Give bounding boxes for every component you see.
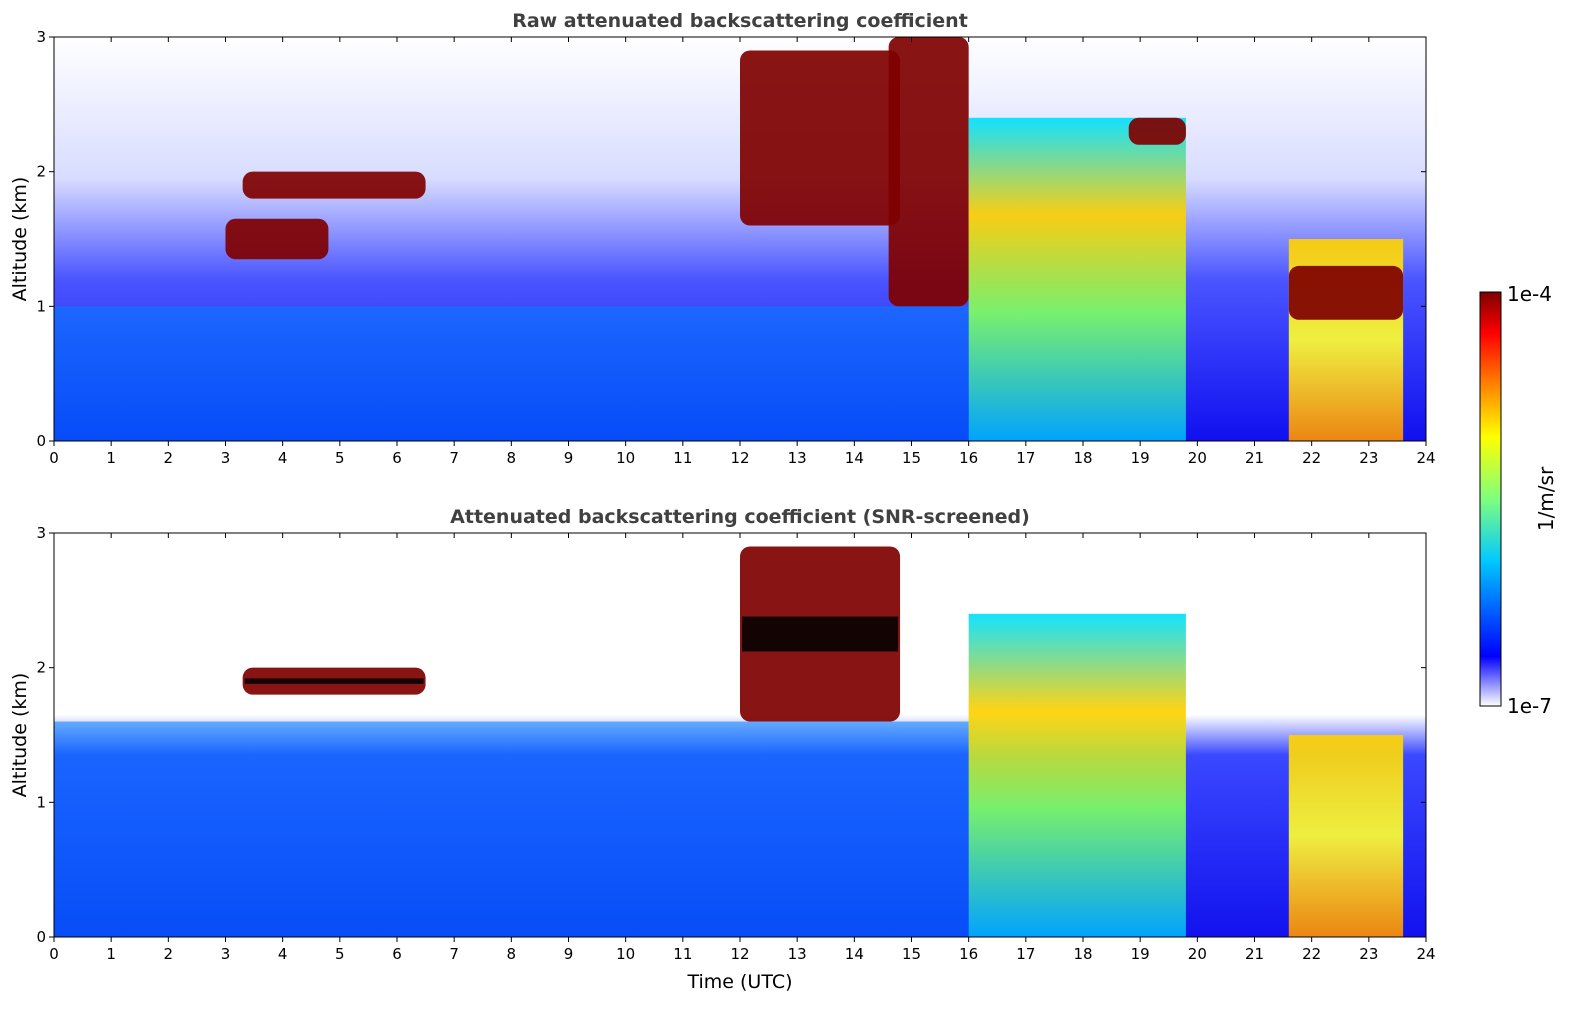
x-tick-labels-screened: 0 1 2 3 4 5 6 7 8 9 10 11 12 13 14 15 16 17 18 19 20 21 22 23 24 <box>49 533 1436 963</box>
x-tick-label: 0 <box>49 945 59 963</box>
x-tick-label: 18 <box>1073 449 1092 467</box>
x-tick-labels-raw: 0 1 2 3 4 5 6 7 8 9 10 11 12 13 14 15 16 17 18 19 20 21 22 23 24 <box>49 37 1436 467</box>
backscatter-feature <box>242 171 426 199</box>
x-tick-label: 0 <box>49 449 59 467</box>
y-tick-label: 0 <box>36 432 46 450</box>
x-tick-label: 5 <box>335 449 345 467</box>
backscatter-feature <box>740 50 901 226</box>
colorbar-min-label: 1e-7 <box>1507 694 1552 718</box>
panel-raw: Raw attenuated backscattering coefficien… <box>9 10 1436 467</box>
x-tick-label: 23 <box>1359 449 1378 467</box>
x-tick-label: 22 <box>1302 945 1321 963</box>
y-tick-label: 2 <box>36 163 46 181</box>
x-tick-label: 16 <box>959 945 978 963</box>
backscatter-feature <box>54 306 969 441</box>
x-tick-label: 6 <box>392 945 402 963</box>
x-tick-label: 9 <box>564 449 574 467</box>
x-tick-label: 17 <box>1016 449 1035 467</box>
x-tick-label: 16 <box>959 449 978 467</box>
colorbar-gradient <box>1479 291 1502 707</box>
y-tick-label: 3 <box>36 524 46 542</box>
x-tick-label: 2 <box>164 945 174 963</box>
x-tick-label: 4 <box>278 945 288 963</box>
x-axis-label: Time (UTC) <box>686 971 792 993</box>
x-tick-label: 9 <box>564 945 574 963</box>
x-tick-label: 12 <box>730 449 749 467</box>
x-tick-label: 22 <box>1302 449 1321 467</box>
x-tick-label: 14 <box>845 449 864 467</box>
x-tick-label: 19 <box>1131 945 1150 963</box>
x-tick-label: 8 <box>507 945 517 963</box>
x-tick-label: 24 <box>1416 449 1435 467</box>
backscatter-feature <box>1288 735 1404 937</box>
x-tick-label: 15 <box>902 945 921 963</box>
x-tick-label: 24 <box>1416 945 1435 963</box>
y-tick-labels-screened: 0 1 2 3 <box>36 524 1426 946</box>
backscatter-feature <box>225 218 329 260</box>
colorbar: 1e-4 1e-7 1/m/sr <box>1479 282 1558 718</box>
y-tick-label: 0 <box>36 928 46 946</box>
backscatter-feature <box>1128 117 1186 145</box>
x-tick-label: 6 <box>392 449 402 467</box>
x-tick-label: 3 <box>221 945 231 963</box>
x-tick-label: 13 <box>788 449 807 467</box>
backscatter-feature <box>1288 265 1404 320</box>
x-tick-label: 19 <box>1131 449 1150 467</box>
backscatter-feature <box>968 117 1186 442</box>
x-tick-label: 8 <box>507 449 517 467</box>
y-axis-label-raw: Altitude (km) <box>9 177 31 302</box>
x-tick-label: 5 <box>335 945 345 963</box>
colorbar-unit-label: 1/m/sr <box>1534 466 1558 531</box>
x-tick-label: 17 <box>1016 945 1035 963</box>
heatmap-screened <box>54 533 1426 937</box>
x-tick-label: 1 <box>106 449 116 467</box>
x-tick-label: 3 <box>221 449 231 467</box>
x-tick-label: 2 <box>164 449 174 467</box>
x-tick-label: 20 <box>1188 449 1207 467</box>
y-tick-labels-raw: 0 1 2 3 <box>36 28 1426 450</box>
x-tick-label: 4 <box>278 449 288 467</box>
x-tick-label: 11 <box>673 945 692 963</box>
x-tick-label: 15 <box>902 449 921 467</box>
y-tick-label: 1 <box>36 297 46 315</box>
x-tick-label: 7 <box>449 945 459 963</box>
x-tick-label: 20 <box>1188 945 1207 963</box>
backscatter-feature-core <box>244 678 424 684</box>
panel-screened: Attenuated backscattering coefficient (S… <box>9 506 1436 993</box>
x-tick-label: 12 <box>730 945 749 963</box>
backscatter-feature <box>54 721 969 937</box>
x-tick-label: 21 <box>1245 945 1264 963</box>
x-tick-label: 14 <box>845 945 864 963</box>
y-tick-label: 3 <box>36 28 46 46</box>
panel-title-raw: Raw attenuated backscattering coefficien… <box>512 10 968 32</box>
y-axis-label-screened: Altitude (km) <box>9 673 31 798</box>
x-tick-label: 7 <box>449 449 459 467</box>
heatmap-raw <box>54 37 1426 442</box>
y-tick-label: 1 <box>36 793 46 811</box>
x-tick-label: 1 <box>106 945 116 963</box>
backscatter-feature <box>968 613 1186 937</box>
x-tick-label: 13 <box>788 945 807 963</box>
backscatter-feature <box>888 37 969 307</box>
x-tick-label: 10 <box>616 449 635 467</box>
x-tick-label: 18 <box>1073 945 1092 963</box>
x-tick-label: 23 <box>1359 945 1378 963</box>
x-tick-label: 11 <box>673 449 692 467</box>
panel-title-screened: Attenuated backscattering coefficient (S… <box>450 506 1030 528</box>
x-tick-label: 21 <box>1245 449 1264 467</box>
x-tick-label: 10 <box>616 945 635 963</box>
y-tick-label: 2 <box>36 659 46 677</box>
backscatter-feature-core <box>742 616 899 652</box>
colorbar-max-label: 1e-4 <box>1507 282 1552 306</box>
